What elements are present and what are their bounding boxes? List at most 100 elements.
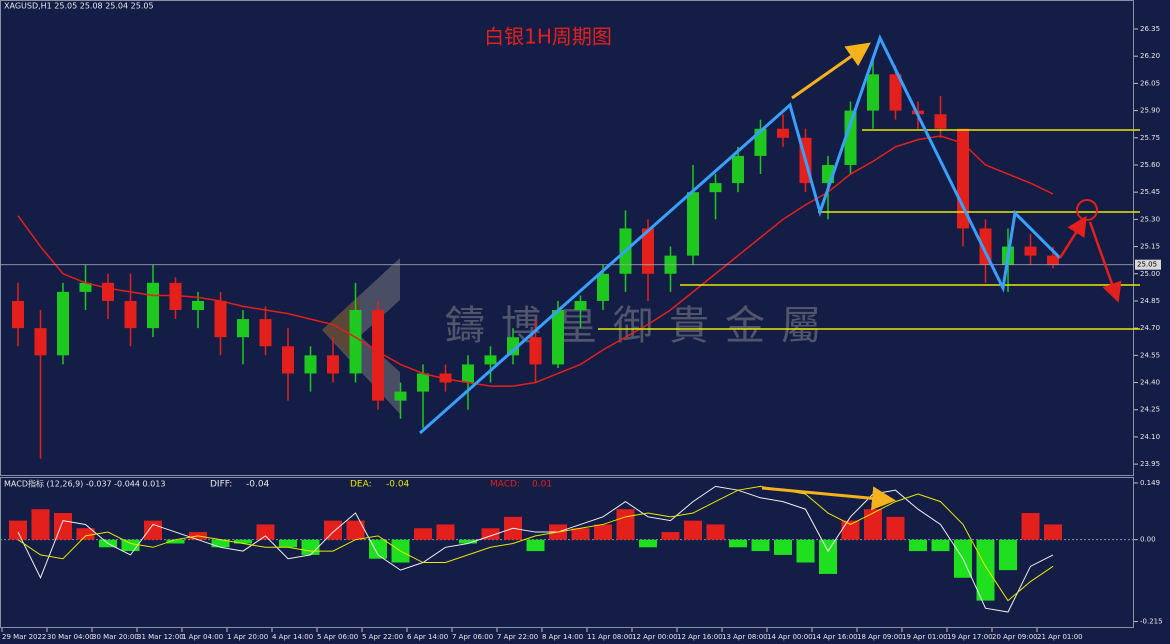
candle-body [237, 319, 249, 338]
macd-bar [1044, 524, 1062, 540]
dea-value: -0.04 [386, 480, 410, 490]
candle-body [259, 319, 272, 347]
x-tick-label: 8 Apr 14:00 [542, 633, 583, 641]
trend-zigzag [419, 34, 1062, 435]
annotations [419, 34, 1140, 511]
candle-body [327, 355, 339, 374]
macd-bar [279, 539, 297, 548]
macd-bar [999, 539, 1017, 571]
macd-bar [121, 539, 140, 552]
y-tick-label: 0.00 [1140, 536, 1156, 544]
candle-body [34, 328, 47, 356]
macd-hist-label: MACD: [490, 480, 520, 490]
candle-body [484, 355, 497, 365]
x-tick-label: 31 Mar 12:00 [137, 633, 184, 641]
candle-body [529, 337, 542, 365]
x-tick-label: 5 Apr 22:00 [362, 633, 403, 641]
x-tick-label: 14 Apr 00:00 [767, 633, 813, 641]
forecast-down [1088, 221, 1122, 303]
macd-bar [324, 520, 342, 540]
macd-bar [31, 509, 50, 540]
x-tick-label: 1 Apr 20:00 [227, 633, 268, 641]
candle-body [439, 373, 452, 383]
forecast-up [1058, 215, 1087, 259]
candle-body [147, 282, 159, 329]
macd-bar [369, 539, 387, 559]
candle-body [282, 346, 294, 374]
y-tick-label: 25.30 [1140, 215, 1160, 223]
candles [12, 56, 1059, 459]
x-tick-label: 12 Apr 00:00 [632, 633, 678, 641]
macd-bar [526, 539, 545, 552]
candle-body [462, 364, 474, 383]
macd-bar [841, 520, 860, 540]
candle-body [417, 373, 429, 392]
current-price-box [1135, 259, 1161, 270]
y-tick-label: 25.90 [1140, 107, 1160, 115]
candle-body [687, 192, 699, 256]
macd-bar [751, 539, 770, 552]
x-tick-label: 6 Apr 14:00 [407, 633, 448, 641]
candle-body [777, 128, 789, 138]
macd-bar [481, 528, 500, 540]
diff-label: DIFF: [210, 480, 232, 490]
x-tick-label: 7 Apr 22:00 [497, 633, 538, 641]
candle-body [304, 355, 317, 374]
macd-bar [774, 539, 792, 555]
dea-label: DEA: [350, 480, 372, 490]
candle-body [372, 310, 384, 401]
y-tick-label: 25.75 [1140, 134, 1160, 142]
diff-value: -0.04 [246, 480, 270, 490]
y-tick-label: 24.70 [1140, 324, 1160, 332]
macd-bar [1021, 513, 1040, 540]
macd-bar [211, 539, 230, 548]
x-tick-label: 21 Apr 01:00 [1037, 633, 1083, 641]
candle-body [102, 282, 114, 301]
macd-bar [684, 520, 702, 540]
x-tick-label: 4 Apr 14:00 [272, 633, 313, 641]
x-tick-label: 11 Apr 08:00 [587, 633, 633, 641]
candle-body [867, 74, 879, 111]
y-tick-label: 25.15 [1140, 243, 1160, 251]
chart-header: XAGUSD,H1 25.05 25.08 25.04 25.05 [4, 2, 154, 11]
x-tick-label: 5 Apr 06:00 [317, 633, 358, 641]
y-tick-label: 24.55 [1140, 351, 1160, 359]
candle-body [349, 310, 362, 374]
y-tick-label: 0.149 [1140, 479, 1160, 487]
x-tick-label: 12 Apr 16:00 [677, 633, 723, 641]
macd-bar [819, 539, 837, 574]
current-price-label: 25.05 [1137, 261, 1157, 269]
candle-body [709, 183, 722, 193]
x-tick-label: 14 Apr 16:00 [812, 633, 858, 641]
macd-bar [76, 528, 95, 540]
macd-bar [166, 539, 185, 544]
divergence-arrow [761, 486, 896, 511]
forecast-circle [1076, 199, 1098, 221]
macd-bar [9, 520, 27, 540]
candle-body [57, 291, 69, 356]
candle-body [732, 155, 744, 184]
y-tick-label: -0.215 [1140, 618, 1163, 626]
x-tick-label: 19 Apr 17:00 [947, 633, 993, 641]
momentum-arrow [791, 42, 871, 100]
macd-bar [459, 539, 477, 544]
macd-bar [301, 539, 320, 555]
x-tick-label: 30 Mar 20:00 [92, 633, 139, 641]
candle-body [844, 110, 857, 165]
macd-bar [616, 509, 635, 540]
macd-bar [864, 509, 882, 540]
y-tick-label: 23.95 [1140, 460, 1160, 468]
macd-bar [976, 539, 995, 601]
macd-bar [436, 524, 455, 540]
y-tick-label: 24.85 [1140, 297, 1160, 305]
candle-body [1024, 246, 1037, 256]
macd-bar [346, 520, 365, 540]
y-tick-label: 26.05 [1140, 79, 1160, 87]
candle-body [889, 74, 902, 111]
candle-body [124, 300, 137, 329]
candle-body [1047, 255, 1059, 265]
candle-body [597, 273, 609, 301]
candle-body [507, 337, 519, 356]
macd-bar [256, 524, 275, 540]
